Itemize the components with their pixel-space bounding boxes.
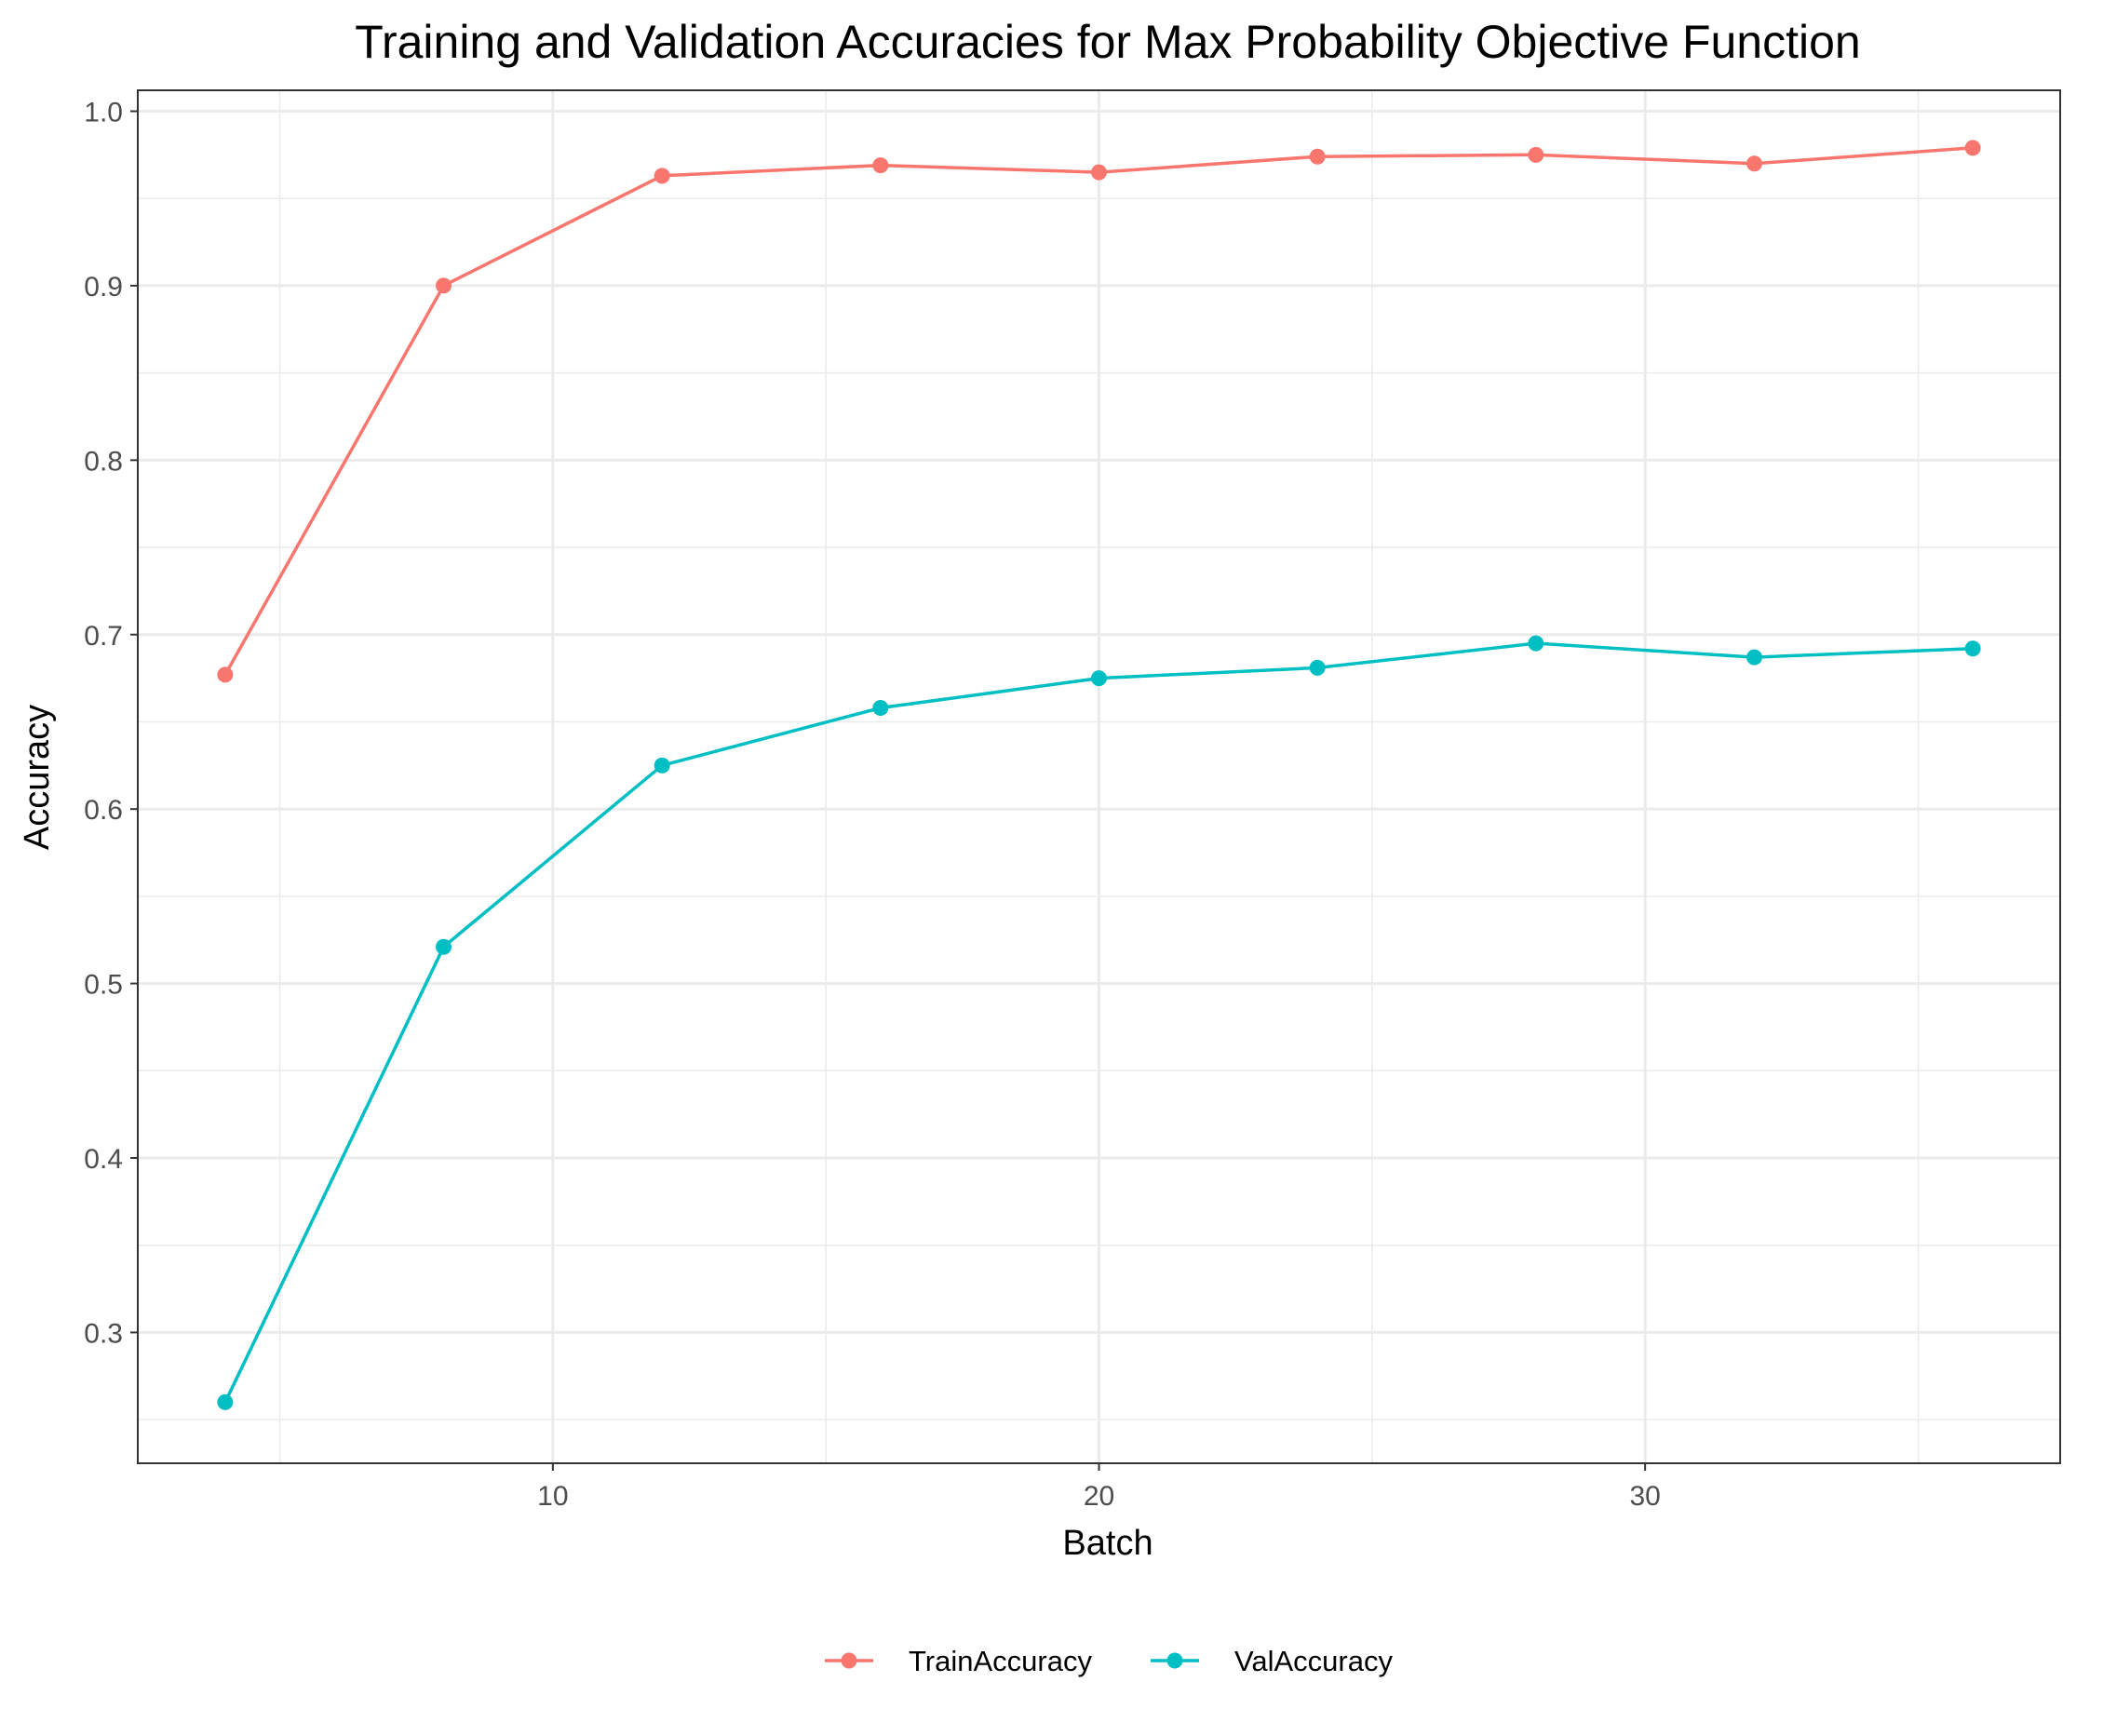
chart-title: Training and Validation Accuracies for M…: [355, 16, 1860, 68]
valaccuracy-point: [654, 757, 670, 774]
trainaccuracy-point: [1091, 164, 1107, 181]
x-axis-title: Batch: [1062, 1524, 1153, 1563]
trainaccuracy-point: [1528, 146, 1544, 163]
valaccuracy-point: [1091, 670, 1107, 687]
y-tick-label: 0.6: [84, 795, 123, 826]
y-tick-label: 1.0: [84, 97, 123, 128]
valaccuracy-point: [1528, 635, 1544, 652]
valaccuracy-point: [1964, 640, 1981, 657]
x-axis-ticks: 10 20 30: [537, 1463, 1661, 1512]
trainaccuracy-point: [872, 157, 889, 174]
major-gridlines: [138, 90, 2060, 1463]
x-tick-label: 20: [1084, 1481, 1114, 1512]
y-axis-ticks: 0.3 0.4 0.5 0.6 0.7 0.8 0.9 1.0: [84, 97, 138, 1349]
x-tick-label: 30: [1629, 1481, 1660, 1512]
valaccuracy-legend-label: ValAccuracy: [1234, 1645, 1393, 1677]
y-tick-label: 0.4: [84, 1144, 123, 1175]
trainaccuracy-legend-marker: [841, 1652, 857, 1669]
y-tick-label: 0.9: [84, 272, 123, 303]
trainaccuracy-point: [436, 277, 452, 294]
y-tick-label: 0.8: [84, 446, 123, 477]
valaccuracy-point: [436, 938, 452, 955]
trainaccuracy-point: [1964, 140, 1981, 156]
valaccuracy-point: [872, 699, 889, 716]
y-axis-title: Accuracy: [18, 705, 57, 850]
valaccuracy-point: [1746, 649, 1762, 666]
valaccuracy-point: [217, 1393, 234, 1410]
series-layer: [217, 140, 1981, 1410]
y-tick-label: 0.7: [84, 621, 123, 652]
trainaccuracy-legend-label: TrainAccuracy: [909, 1645, 1092, 1677]
trainaccuracy-point: [1309, 148, 1326, 165]
valaccuracy-point: [1309, 659, 1326, 676]
legend: TrainAccuracy ValAccuracy: [825, 1645, 1393, 1677]
y-tick-label: 0.5: [84, 970, 123, 1001]
trainaccuracy-point: [654, 168, 670, 184]
trainaccuracy-point: [217, 666, 234, 683]
trainaccuracy-point: [1746, 155, 1762, 172]
x-tick-label: 10: [537, 1481, 568, 1512]
valaccuracy-legend-marker: [1166, 1652, 1183, 1669]
y-tick-label: 0.3: [84, 1318, 123, 1349]
